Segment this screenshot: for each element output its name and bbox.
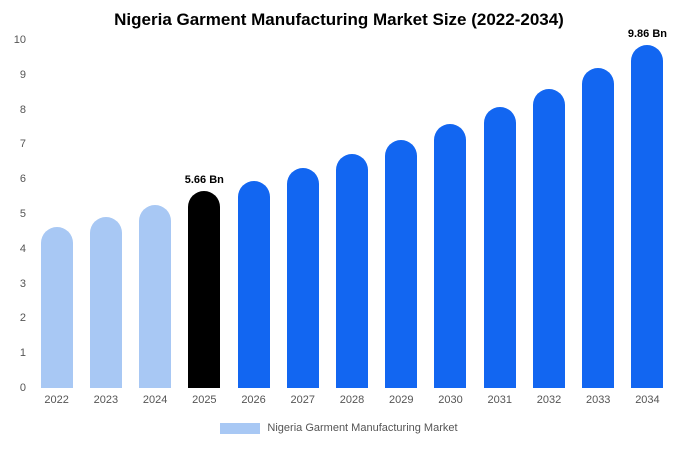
bar-2024[interactable] (139, 205, 172, 388)
x-tick-label-2034: 2034 (635, 394, 660, 406)
bar-group-2026 (229, 40, 278, 388)
bar-group-2031 (475, 40, 524, 388)
chart-body: 0 1 2 3 4 5 6 7 8 9 10 5.66 Bn 9.86 Bn (6, 28, 672, 394)
x-tick-label-2027: 2027 (290, 394, 316, 406)
x-tick-label-2022: 2022 (44, 394, 69, 406)
y-tick-label: 2 (19, 312, 26, 325)
bar-2027[interactable] (286, 168, 319, 388)
y-tick-label: 5 (19, 208, 26, 220)
bar-group-2033 (574, 40, 623, 388)
bar-2029[interactable] (385, 140, 418, 388)
y-tick-label: 3 (19, 277, 26, 290)
bar-2033[interactable] (582, 67, 615, 388)
y-tick-label: 10 (13, 34, 26, 46)
x-tick-label-2032: 2032 (536, 394, 562, 406)
x-tick-label-2023: 2023 (93, 394, 119, 406)
bar-group-2028 (327, 40, 376, 388)
y-axis: 0 1 2 3 4 5 6 7 8 9 10 (6, 34, 32, 394)
bar-group-2025: 5.66 Bn (180, 40, 229, 388)
bar-group-2022 (32, 40, 81, 388)
bar-2030[interactable] (434, 123, 467, 388)
x-tick-label-2028: 2028 (339, 394, 365, 406)
bar-2031[interactable] (483, 106, 516, 388)
x-tick-label-2024: 2024 (142, 394, 168, 406)
bar-value-label-2034: 9.86 Bn (627, 27, 667, 40)
bar-value-label-2025: 5.66 Bn (184, 174, 224, 187)
bar-group-2029 (377, 40, 426, 388)
x-tick-label-2026: 2026 (241, 394, 266, 406)
bar-group-2030 (426, 40, 475, 388)
bar-group-2024 (130, 40, 179, 388)
bar-2023[interactable] (89, 216, 122, 388)
x-tick-label-2031: 2031 (487, 394, 512, 406)
x-tick-label-2025: 2025 (192, 394, 217, 406)
y-tick-label: 6 (19, 173, 26, 186)
bar-2034[interactable] (631, 44, 664, 388)
legend[interactable]: Nigeria Garment Manufacturing Market (6, 422, 672, 434)
y-tick-label: 0 (19, 382, 26, 394)
y-tick-label: 7 (19, 138, 26, 151)
x-tick-label-2030: 2030 (438, 394, 463, 406)
bar-2028[interactable] (336, 154, 369, 388)
y-tick-label: 8 (19, 103, 26, 116)
chart-title: Nigeria Garment Manufacturing Market Siz… (114, 10, 564, 29)
bar-group-2023 (81, 40, 130, 388)
y-tick-label: 1 (19, 347, 26, 360)
legend-label: Nigeria Garment Manufacturing Market (267, 422, 458, 434)
bar-group-2032 (524, 40, 573, 388)
bar-2022[interactable] (40, 227, 73, 388)
bar-group-2034: 9.86 Bn (623, 28, 672, 388)
y-tick-label: 4 (19, 242, 26, 255)
bar-2026[interactable] (237, 180, 270, 388)
y-tick-label: 9 (19, 68, 26, 81)
x-axis: 2022 2023 2024 2025 2026 2027 2028 2029 2030 2031… (32, 394, 672, 406)
plot-area: 5.66 Bn 9.86 Bn (32, 28, 672, 388)
x-tick-label-2029: 2029 (389, 394, 414, 406)
bar-2025[interactable] (188, 191, 221, 388)
x-tick-label-2033: 2033 (585, 394, 611, 406)
bar-2032[interactable] (532, 88, 565, 388)
legend-swatch (220, 422, 261, 434)
bar-group-2027 (278, 40, 327, 388)
